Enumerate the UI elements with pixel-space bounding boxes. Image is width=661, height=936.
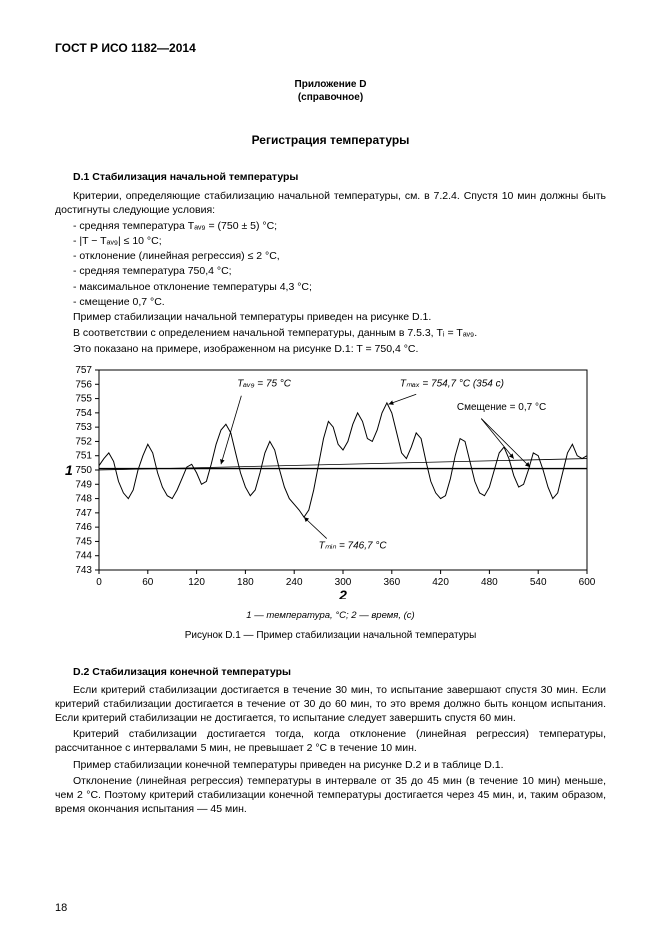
- svg-text:0: 0: [96, 577, 102, 588]
- svg-text:747: 747: [75, 508, 92, 519]
- d1-li3: - отклонение (линейная регрессия) ≤ 2 °C…: [73, 249, 606, 263]
- document-id: ГОСТ Р ИСО 1182—2014: [55, 40, 606, 56]
- page-number: 18: [55, 901, 67, 916]
- svg-text:Tₘᵢₙ = 746,7 °C: Tₘᵢₙ = 746,7 °C: [319, 541, 388, 552]
- svg-text:751: 751: [75, 451, 92, 462]
- svg-text:600: 600: [579, 577, 595, 588]
- svg-text:744: 744: [75, 551, 92, 562]
- svg-text:754: 754: [75, 408, 92, 419]
- d2-p1: Если критерий стабилизации достигается в…: [55, 683, 606, 726]
- svg-text:753: 753: [75, 423, 92, 434]
- svg-text:756: 756: [75, 380, 92, 391]
- d1-p3: В соответствии с определением начальной …: [55, 326, 606, 340]
- d2-p3: Пример стабилизации конечной температуры…: [55, 758, 606, 772]
- d2-p4: Отклонение (линейная регрессия) температ…: [55, 774, 606, 817]
- svg-text:2: 2: [338, 587, 347, 599]
- section-d1-heading: D.1 Стабилизация начальной температуры: [73, 170, 606, 184]
- page-title: Регистрация температуры: [55, 132, 606, 148]
- svg-text:755: 755: [75, 394, 92, 405]
- svg-text:Смещение = 0,7 °C: Смещение = 0,7 °C: [457, 402, 546, 413]
- d1-p2: Пример стабилизации начальной температур…: [55, 310, 606, 324]
- section-d2-heading: D.2 Стабилизация конечной температуры: [73, 665, 606, 679]
- svg-text:120: 120: [188, 577, 205, 588]
- d1-p4: Это показано на примере, изображенном на…: [55, 342, 606, 356]
- svg-text:749: 749: [75, 480, 92, 491]
- svg-text:750: 750: [75, 465, 92, 476]
- svg-text:60: 60: [142, 577, 154, 588]
- svg-text:743: 743: [75, 565, 92, 576]
- d1-li5: - максимальное отклонение температуры 4,…: [73, 280, 606, 294]
- svg-text:Tₐᵥ₉ = 75 °C: Tₐᵥ₉ = 75 °C: [237, 379, 292, 390]
- axis-caption-1: 1 — температура, °C;: [246, 610, 351, 621]
- d1-li2: - |T − Tₐᵥ₉| ≤ 10 °C;: [73, 234, 606, 248]
- d2-p2: Критерий стабилизации достигается тогда,…: [55, 727, 606, 755]
- appendix-note: (справочное): [55, 91, 606, 104]
- svg-text:745: 745: [75, 537, 92, 548]
- svg-text:746: 746: [75, 523, 92, 534]
- svg-text:752: 752: [75, 437, 92, 448]
- d1-li4: - средняя температура 750,4 °C;: [73, 264, 606, 278]
- svg-text:540: 540: [530, 577, 547, 588]
- d1-li6: - смещение 0,7 °C.: [73, 295, 606, 309]
- chart-d1: 743 744 745 746 747 748 749 750 751 752 753 754 755 7…: [55, 364, 606, 604]
- axis-caption-2: 2 — время, (с): [351, 610, 414, 621]
- svg-text:1: 1: [65, 462, 73, 478]
- svg-text:180: 180: [237, 577, 254, 588]
- svg-text:757: 757: [75, 365, 92, 376]
- axis-caption: 1 — температура, °C; 2 — время, (с): [55, 610, 606, 623]
- appendix-block: Приложение D (справочное): [55, 78, 606, 104]
- page: ГОСТ Р ИСО 1182—2014 Приложение D (справ…: [0, 0, 661, 936]
- appendix-label: Приложение D: [55, 78, 606, 91]
- svg-text:748: 748: [75, 494, 92, 505]
- svg-text:480: 480: [481, 577, 498, 588]
- figure-caption: Рисунок D.1 — Пример стабилизации началь…: [55, 629, 606, 643]
- d1-p1: Критерии, определяющие стабилизацию нача…: [55, 189, 606, 217]
- chart-svg: 743 744 745 746 747 748 749 750 751 752 753 754 755 7…: [55, 364, 595, 599]
- svg-text:Tₘₐₓ = 754,7 °C (354 с): Tₘₐₓ = 754,7 °C (354 с): [400, 379, 504, 390]
- svg-text:420: 420: [432, 577, 449, 588]
- svg-text:360: 360: [383, 577, 400, 588]
- svg-text:240: 240: [286, 577, 303, 588]
- d1-li1: - средняя температура Tₐᵥ₉ = (750 ± 5) °…: [73, 219, 606, 233]
